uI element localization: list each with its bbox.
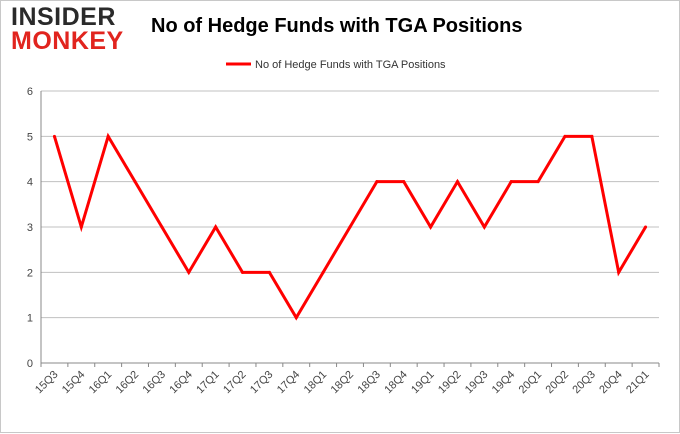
x-tick-label: 19Q2	[436, 369, 464, 397]
x-tick-label: 18Q2	[329, 369, 357, 397]
x-tick-label: 19Q3	[463, 369, 491, 397]
data-point	[482, 225, 486, 229]
x-tick-label: 18Q1	[302, 369, 330, 397]
legend: No of Hedge Funds with TGA Positions	[226, 59, 446, 71]
data-point	[52, 134, 56, 138]
x-tick-label: 16Q3	[141, 369, 169, 397]
x-tick-label: 20Q1	[517, 369, 545, 397]
data-point	[348, 225, 352, 229]
data-point	[590, 134, 594, 138]
y-tick-label: 1	[27, 313, 33, 325]
x-tick-label: 21Q1	[624, 369, 652, 397]
y-tick-label: 3	[27, 222, 33, 234]
y-tick-label: 0	[27, 358, 33, 370]
data-point	[294, 316, 298, 320]
insider-monkey-logo: INSIDER MONKEY	[11, 4, 129, 58]
x-tick-label: 16Q1	[87, 369, 115, 397]
data-point	[214, 225, 218, 229]
data-point	[455, 180, 459, 184]
y-tick-label: 4	[27, 177, 33, 189]
data-point	[402, 180, 406, 184]
data-point	[644, 225, 648, 229]
grid-layer	[41, 90, 659, 319]
data-point	[133, 180, 137, 184]
data-point	[187, 270, 191, 274]
data-point	[563, 134, 567, 138]
legend-label: No of Hedge Funds with TGA Positions	[255, 59, 446, 71]
x-tick-label: 18Q4	[382, 369, 410, 397]
y-tick-label: 5	[27, 131, 33, 143]
data-point	[241, 270, 245, 274]
x-tick-label: 19Q4	[490, 369, 518, 397]
data-point	[536, 180, 540, 184]
x-tick-label: 15Q4	[60, 369, 88, 397]
data-point	[160, 225, 164, 229]
y-tick-label: 6	[27, 86, 33, 98]
data-point	[267, 270, 271, 274]
x-tick-label: 16Q4	[167, 369, 195, 397]
data-point	[79, 225, 83, 229]
x-tick-label: 17Q3	[248, 369, 276, 397]
data-point	[375, 180, 379, 184]
chart-title: No of Hedge Funds with TGA Positions	[151, 15, 523, 37]
logo-line-insider: INSIDER	[11, 3, 116, 31]
x-tick-label: 17Q2	[221, 369, 249, 397]
logo-line-monkey: MONKEY	[11, 27, 124, 55]
series-layer	[52, 132, 648, 321]
data-point	[617, 270, 621, 274]
x-tick-label: 19Q1	[409, 369, 437, 397]
x-tick-label: 20Q3	[570, 369, 598, 397]
data-point	[321, 270, 325, 274]
x-tick-label: 17Q4	[275, 369, 303, 397]
data-point	[509, 180, 513, 184]
x-tick-label: 20Q2	[544, 369, 572, 397]
x-tick-label: 18Q3	[355, 369, 383, 397]
x-tick-label: 15Q3	[33, 369, 61, 397]
y-tick-label: 2	[27, 267, 33, 279]
data-point	[429, 225, 433, 229]
x-tick-label: 17Q1	[194, 369, 222, 397]
x-tick-label: 20Q4	[597, 369, 625, 397]
data-point	[106, 134, 110, 138]
x-tick-label: 16Q2	[114, 369, 142, 397]
